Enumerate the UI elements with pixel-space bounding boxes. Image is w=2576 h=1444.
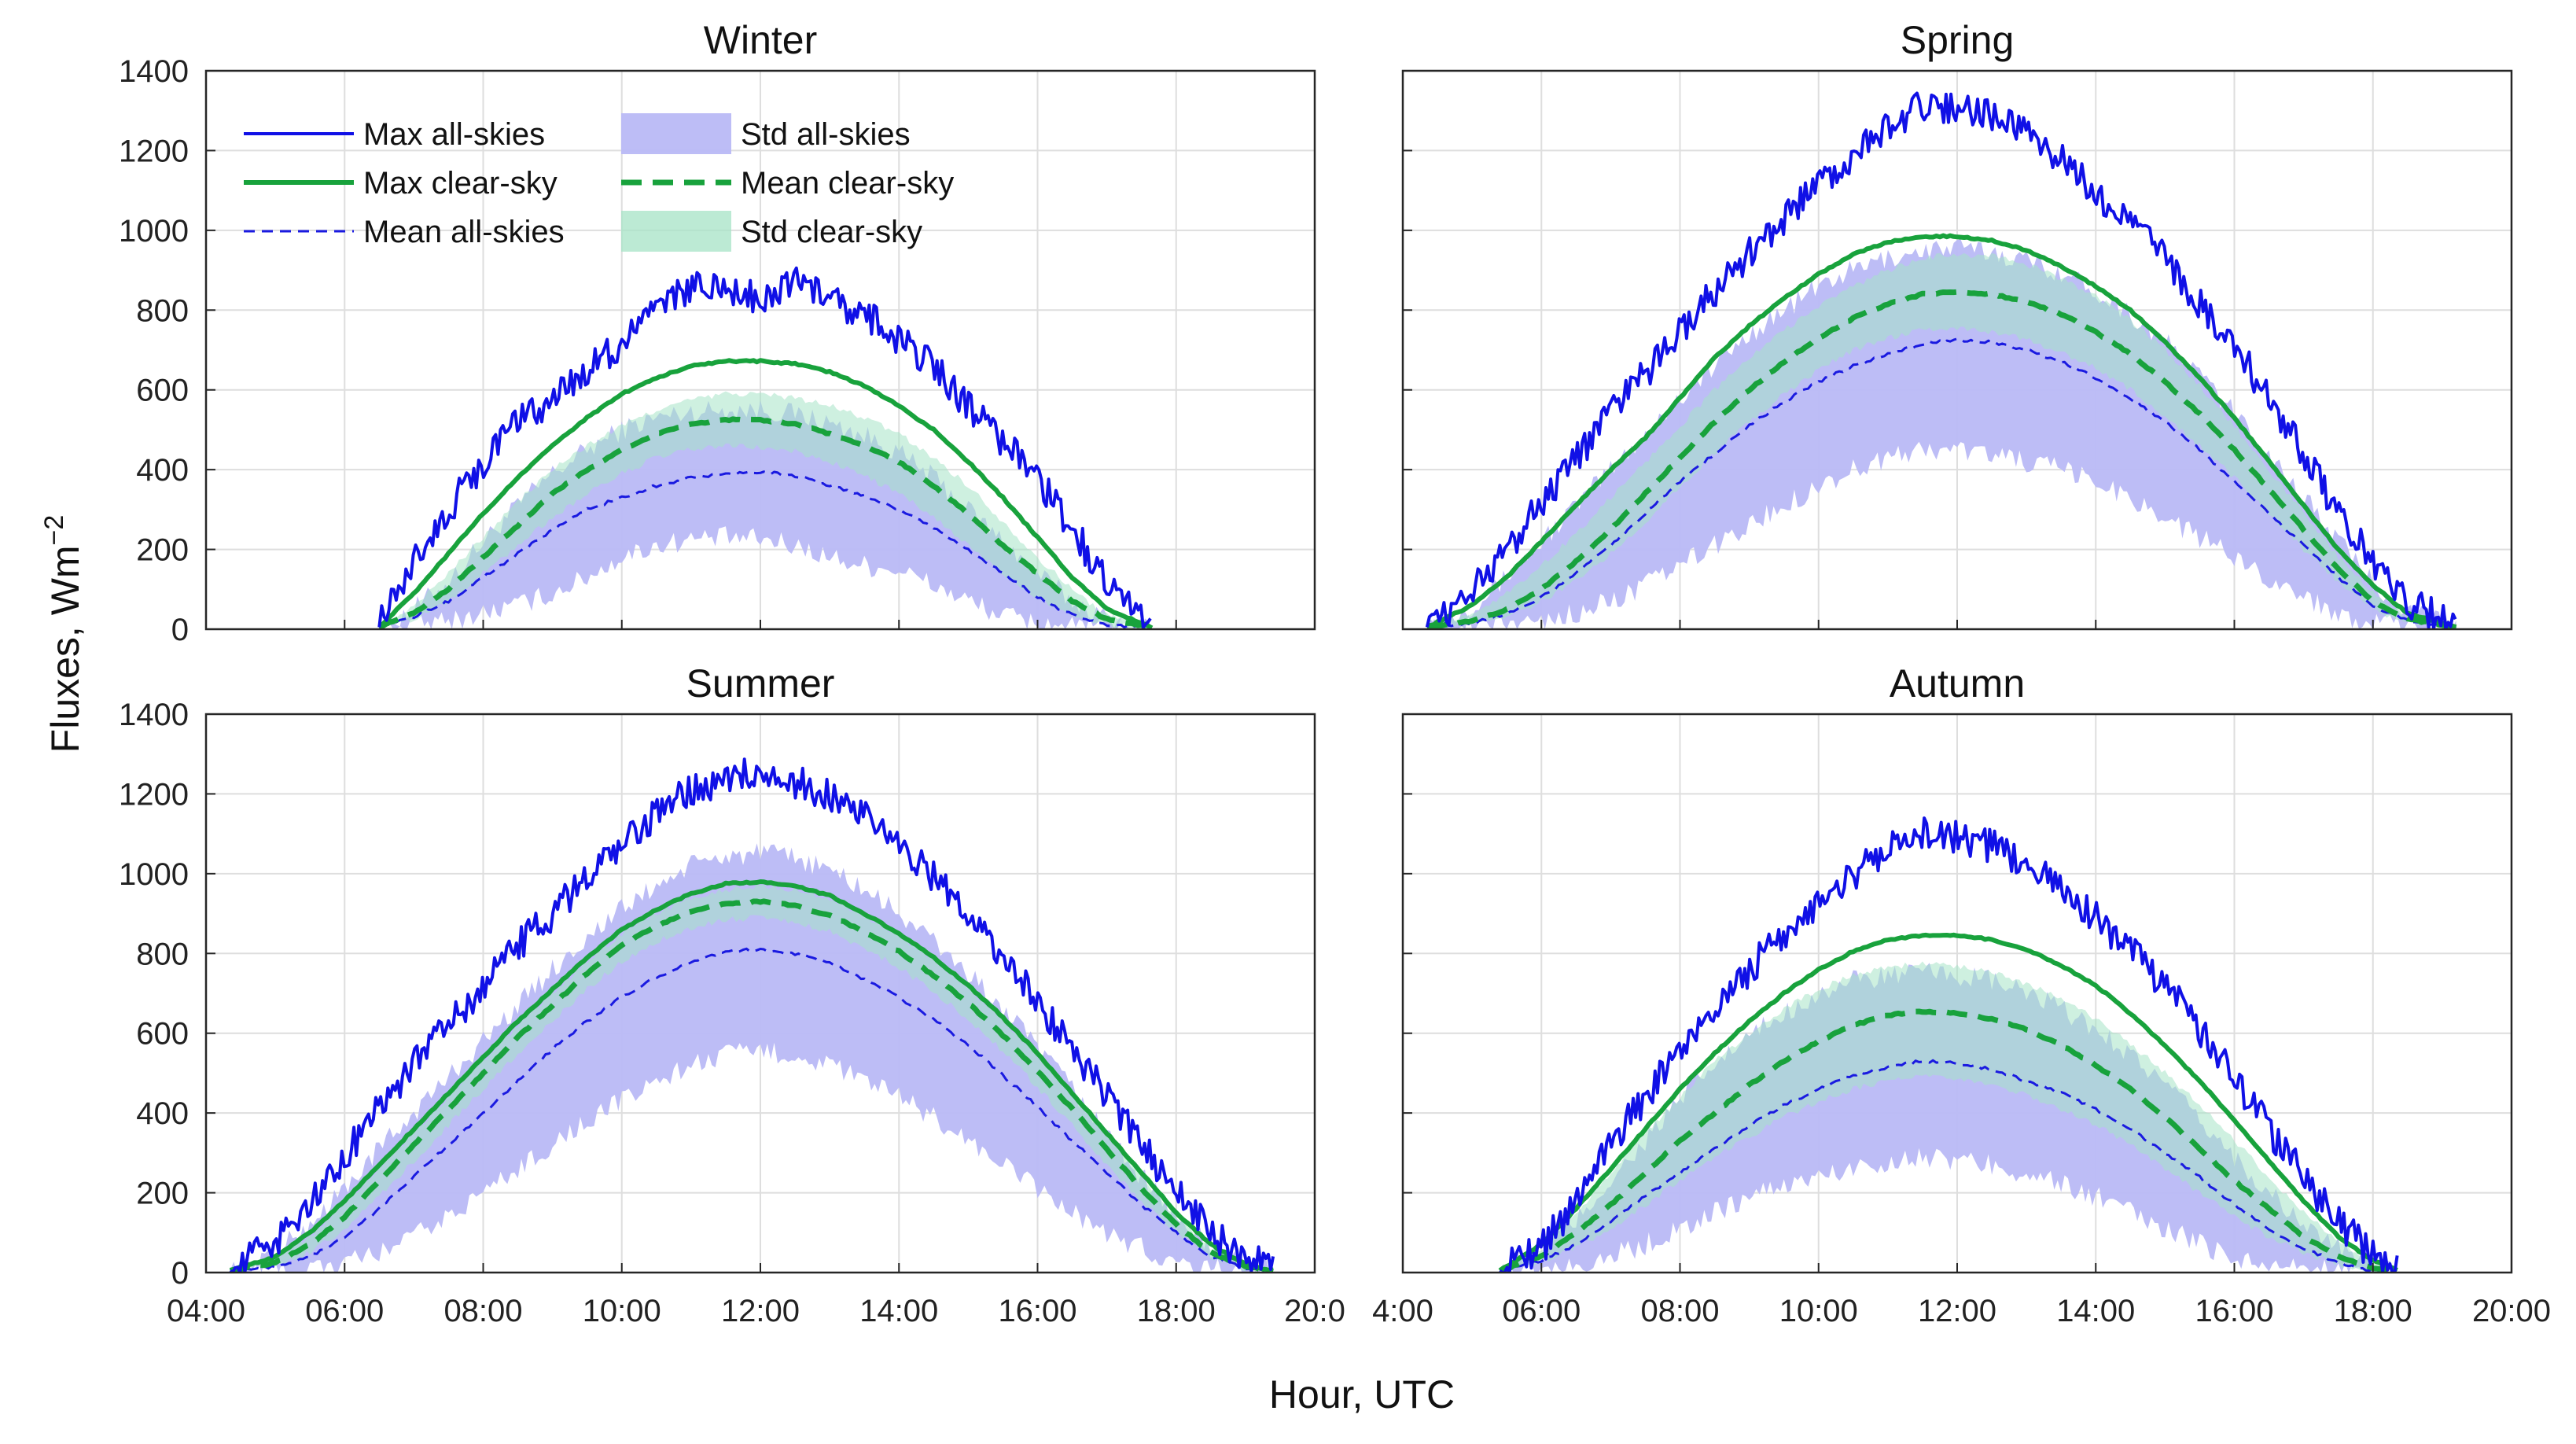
y-tick-label: 1200 xyxy=(119,134,189,168)
line-mean-all-skies xyxy=(230,947,1274,1273)
y-tick-label: 1400 xyxy=(119,698,189,732)
x-tick-label: 18:00 xyxy=(2334,1294,2412,1328)
line-max-all-skies xyxy=(1425,91,2457,629)
y-tick-label: 600 xyxy=(136,1017,189,1052)
legend-label: Max all-skies xyxy=(363,117,545,152)
y-tick-label: 1000 xyxy=(119,857,189,892)
panel-title: Summer xyxy=(686,661,835,705)
x-tick-label: 06:00 xyxy=(305,1294,384,1328)
line-mean-clear-sky xyxy=(378,416,1154,629)
y-tick-label: 0 xyxy=(171,1256,189,1291)
panel-title: Winter xyxy=(704,18,817,62)
panel-title: Autumn xyxy=(1890,661,2025,705)
series-group xyxy=(1498,816,2399,1273)
legend: Max all-skies Max clear-sky Mean all-skies… xyxy=(244,113,954,252)
legend-label: Mean clear-sky xyxy=(741,166,954,201)
line-max-all-skies xyxy=(377,266,1152,629)
y-tick-label: 1400 xyxy=(119,54,189,89)
panel-autumn: 4:00 06:00 08:00 10:00 12:00 14:00 16:00 18:00 2… xyxy=(1372,661,2551,1328)
y-tick-label: 800 xyxy=(136,937,189,971)
panel-summer: 04:00 06:00 08:00 10:00 12:00 14:00 16:00 18:00… xyxy=(119,661,1345,1328)
legend-item-std-clear-sky: Std clear-sky xyxy=(621,211,922,252)
y-axis-label: Fluxes, Wm−2 xyxy=(39,515,87,753)
y-axis-label-text: Fluxes, Wm xyxy=(43,545,87,753)
x-tick-label: 14:00 xyxy=(859,1294,938,1328)
x-tick-label: 16:00 xyxy=(998,1294,1076,1328)
band-std-all-skies xyxy=(1426,239,2456,629)
x-tick-label: 20:0 xyxy=(1284,1294,1345,1328)
line-mean-all-skies xyxy=(1499,1059,2398,1273)
y-tick-label: 200 xyxy=(136,533,189,568)
y-tick-label: 200 xyxy=(136,1177,189,1211)
line-mean-all-skies xyxy=(379,470,1153,629)
band-std-all-skies xyxy=(230,843,1274,1273)
legend-label: Std clear-sky xyxy=(741,215,922,249)
panel-spring: Spring xyxy=(1401,18,2513,631)
line-max-all-skies xyxy=(1499,816,2399,1273)
y-tick-label: 600 xyxy=(136,374,189,408)
legend-label: Std all-skies xyxy=(741,117,911,152)
legend-item-mean-clear-sky: Mean clear-sky xyxy=(621,166,954,201)
x-tick-label: 12:00 xyxy=(1918,1294,1996,1328)
panel-winter: 0 200 400 600 800 1000 1200 1400 Winter xyxy=(119,18,1316,647)
x-tick-label: 20:00 xyxy=(2472,1294,2551,1328)
line-max-clear-sky xyxy=(1426,233,2457,629)
band-std-clear-sky xyxy=(230,884,1274,1273)
x-tick-label: 06:00 xyxy=(1502,1294,1581,1328)
line-max-clear-sky xyxy=(1498,932,2398,1273)
y-tick-label: 400 xyxy=(136,453,189,488)
legend-label: Mean all-skies xyxy=(363,215,565,249)
y-tick-label: 1200 xyxy=(119,777,189,812)
x-tick-label: 10:00 xyxy=(583,1294,661,1328)
x-tick-label: 16:00 xyxy=(2195,1294,2273,1328)
x-tick-label: 08:00 xyxy=(1640,1294,1719,1328)
line-mean-clear-sky xyxy=(1499,1008,2398,1273)
legend-item-max-clear-sky: Max clear-sky xyxy=(244,166,558,201)
x-tick-label: 12:00 xyxy=(721,1294,800,1328)
band-std-clear-sky xyxy=(1426,252,2456,629)
series-group xyxy=(377,266,1154,629)
x-tick-label: 04:00 xyxy=(167,1294,245,1328)
line-max-clear-sky xyxy=(377,358,1154,629)
panel-title: Spring xyxy=(1901,18,2015,62)
y-tick-label: 800 xyxy=(136,293,189,328)
line-mean-clear-sky xyxy=(229,898,1274,1273)
series-group xyxy=(1425,91,2457,629)
x-tick-label: 18:00 xyxy=(1137,1294,1216,1328)
x-tick-label: 10:00 xyxy=(1779,1294,1858,1328)
y-tick-label: 0 xyxy=(171,613,189,647)
legend-item-max-all-skies: Max all-skies xyxy=(244,117,545,152)
line-max-all-skies xyxy=(229,757,1275,1273)
series-group xyxy=(229,757,1275,1273)
line-mean-clear-sky xyxy=(1426,289,2456,629)
y-axis-label-exponent: −2 xyxy=(39,515,69,546)
band-std-clear-sky xyxy=(1500,961,2398,1273)
svg-text:Fluxes, Wm−2: Fluxes, Wm−2 xyxy=(39,515,87,753)
band-std-all-skies xyxy=(1500,963,2398,1273)
x-tick-label: 08:00 xyxy=(443,1294,522,1328)
line-max-clear-sky xyxy=(230,879,1274,1273)
x-tick-label: 4:00 xyxy=(1372,1294,1433,1328)
legend-swatch xyxy=(621,211,731,252)
y-tick-label: 1000 xyxy=(119,214,189,249)
line-mean-all-skies xyxy=(1426,337,2457,629)
band-std-all-skies xyxy=(379,400,1152,629)
legend-item-std-all-skies: Std all-skies xyxy=(621,113,911,154)
legend-item-mean-all-skies: Mean all-skies xyxy=(244,215,565,249)
legend-swatch xyxy=(621,113,731,154)
x-tick-label: 14:00 xyxy=(2056,1294,2135,1328)
x-axis-label: Hour, UTC xyxy=(1269,1372,1455,1416)
legend-label: Max clear-sky xyxy=(363,166,558,201)
y-tick-label: 400 xyxy=(136,1096,189,1131)
